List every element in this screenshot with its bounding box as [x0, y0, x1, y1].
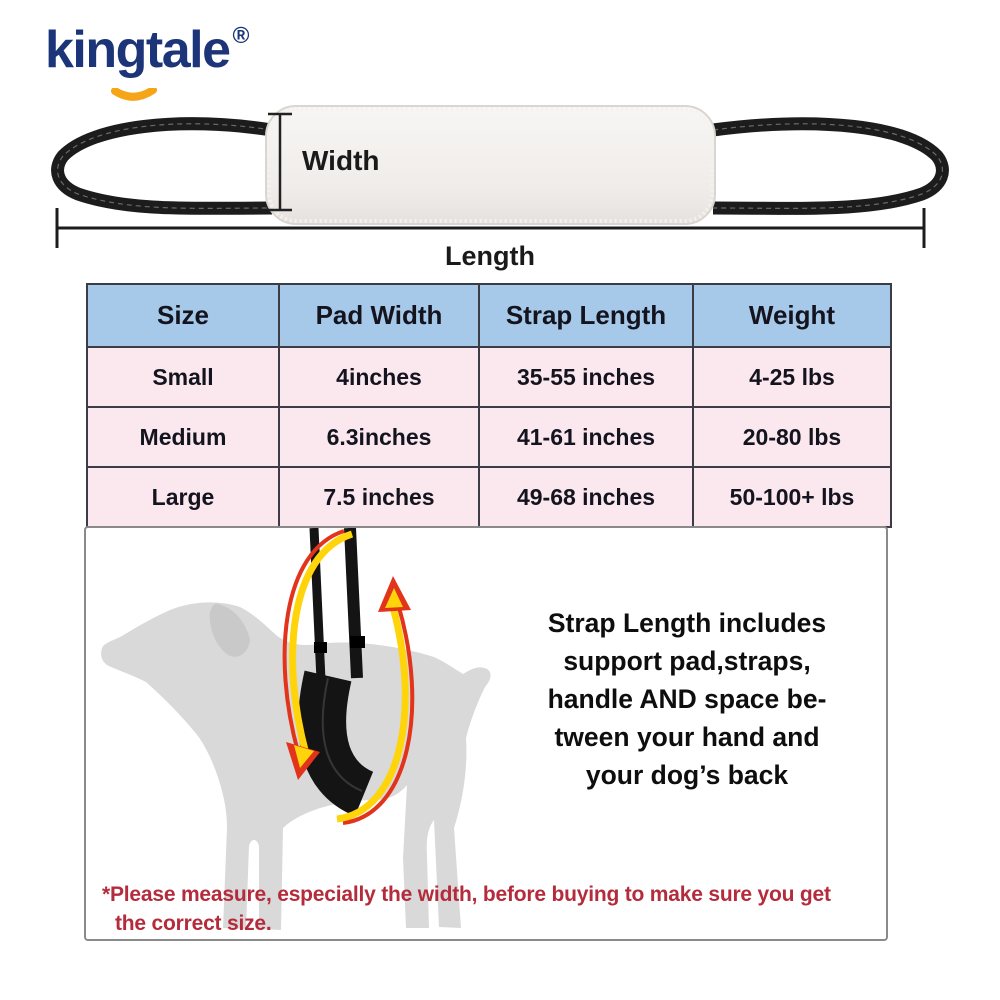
length-label: Length — [445, 241, 535, 271]
cell-strap-length: 41-61 inches — [478, 406, 694, 468]
brand-logo: kingtale ® — [45, 21, 305, 104]
measure-note-line: the correct size. — [115, 912, 272, 935]
cell-pad-width: 7.5 inches — [278, 466, 480, 528]
header-strap-length: Strap Length — [478, 283, 694, 348]
cell-pad-width: 4inches — [278, 346, 480, 408]
product-measurement-diagram: Width Length — [51, 105, 949, 271]
logo-smile-icon — [111, 88, 157, 101]
cell-weight: 50-100+ lbs — [692, 466, 892, 528]
cell-weight: 20-80 lbs — [692, 406, 892, 468]
table-row-large: Large 7.5 inches 49-68 inches 50-100+ lb… — [86, 466, 892, 528]
strap-note-line: tween your hand and — [554, 722, 820, 752]
width-dimension-line — [268, 112, 292, 212]
registered-trademark-icon: ® — [232, 22, 250, 48]
info-panel: Strap Length includes support pad,straps… — [84, 526, 888, 941]
cell-size: Large — [86, 466, 280, 528]
header-weight: Weight — [692, 283, 892, 348]
left-strap-handle — [51, 117, 273, 215]
cell-strap-length: 49-68 inches — [478, 466, 694, 528]
dog-harness-illustration — [101, 528, 491, 930]
cell-weight: 4-25 lbs — [692, 346, 892, 408]
length-dimension-line — [55, 208, 926, 248]
brand-name: kingtale — [45, 21, 231, 79]
strap-note-line: your dog’s back — [585, 760, 789, 790]
header-size: Size — [86, 283, 280, 348]
strap-note-line: handle AND space be- — [547, 684, 827, 714]
fleece-support-pad — [265, 105, 716, 225]
right-strap-handle — [712, 117, 949, 215]
cell-size: Small — [86, 346, 280, 408]
cell-pad-width: 6.3inches — [278, 406, 480, 468]
strap-length-note: Strap Length includes support pad,straps… — [494, 604, 880, 794]
table-header-row: Size Pad Width Strap Length Weight — [86, 283, 892, 348]
size-chart-table: Size Pad Width Strap Length Weight Small… — [86, 283, 892, 528]
header-pad-width: Pad Width — [278, 283, 480, 348]
dog-ear — [209, 603, 250, 657]
measure-warning-note: *Please measure, especially the width, b… — [102, 880, 831, 938]
strap-note-line: support pad,straps, — [563, 646, 811, 676]
table-row-medium: Medium 6.3inches 41-61 inches 20-80 lbs — [86, 406, 892, 468]
cell-size: Medium — [86, 406, 280, 468]
harness-straps — [309, 528, 365, 681]
measure-note-line: *Please measure, especially the width, b… — [102, 883, 831, 906]
rotation-arrow-left — [282, 529, 354, 780]
strap-note-line: Strap Length includes — [547, 608, 827, 638]
cell-strap-length: 35-55 inches — [478, 346, 694, 408]
width-label: Width — [302, 145, 380, 176]
table-row-small: Small 4inches 35-55 inches 4-25 lbs — [86, 346, 892, 408]
rotation-arrow-right — [336, 576, 415, 825]
